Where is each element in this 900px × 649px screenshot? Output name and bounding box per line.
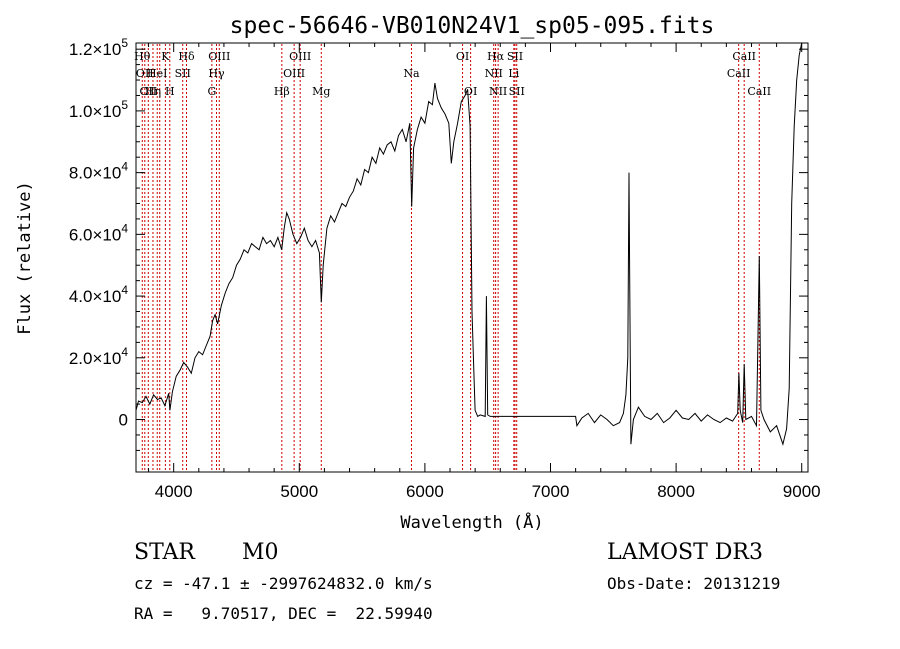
line-label: Mg <box>312 85 330 98</box>
chart-text: HθOIIOIIHηHeIKHSIIHδGHγOIIIHβOIIIOIIIMgN… <box>15 13 821 533</box>
spectrum-line <box>135 42 803 446</box>
line-label: OII <box>136 67 154 80</box>
line-label: Hη <box>145 85 161 98</box>
x-axis-label: Wavelength (Å) <box>400 511 543 533</box>
line-label: OII <box>139 85 157 98</box>
y-tick-label: 1.0×105 <box>69 98 128 121</box>
x-tick-label: 4000 <box>155 482 193 501</box>
ra-dec-text: RA = 9.70517, DEC = 22.59940 <box>134 604 433 623</box>
line-label: HeI <box>147 67 167 80</box>
spectrum-series <box>135 42 803 446</box>
chart-title: spec-56646-VB010N24V1_sp05-095.fits <box>230 13 715 39</box>
redshift-text: cz = -47.1 ± -2997624832.0 km/s <box>134 574 433 593</box>
object-class: STAR <box>134 540 195 565</box>
line-label: Hβ <box>274 85 290 98</box>
survey-name: LAMOST DR3 <box>607 540 763 565</box>
line-label: NII <box>489 85 507 98</box>
line-label: Hδ <box>178 50 195 63</box>
object-subclass: M0 <box>242 540 279 565</box>
line-label: SII <box>509 85 525 98</box>
y-tick-label: 0 <box>119 411 128 430</box>
line-label: OI <box>464 85 477 98</box>
x-tick-label: 5000 <box>280 482 318 501</box>
y-tick-label: 2.0×104 <box>69 345 128 368</box>
line-label: OIII <box>208 50 230 63</box>
line-label: SII <box>175 67 191 80</box>
y-tick-label: 1.2×105 <box>69 36 128 59</box>
line-label: Hγ <box>208 67 225 80</box>
line-label: Li <box>508 67 519 80</box>
x-tick-label: 9000 <box>783 482 821 501</box>
axes <box>135 42 809 473</box>
line-label: H <box>165 85 175 98</box>
y-tick-label: 4.0×104 <box>69 283 128 306</box>
line-label: Hθ <box>134 50 151 63</box>
line-label: NII <box>485 67 503 80</box>
x-tick-label: 6000 <box>406 482 444 501</box>
line-label: CaII <box>747 85 771 98</box>
y-tick-label: 8.0×104 <box>69 160 128 183</box>
line-label: Hα <box>487 50 505 63</box>
y-tick-label: 6.0×104 <box>69 221 128 244</box>
line-label: OIII <box>283 67 305 80</box>
y-axis-label: Flux (relative) <box>15 181 35 335</box>
line-label: G <box>207 85 216 98</box>
line-markers <box>141 44 760 472</box>
line-label: CaII <box>727 67 751 80</box>
line-label: K <box>161 50 170 63</box>
line-label: CaII <box>732 50 756 63</box>
x-tick-label: 8000 <box>657 482 695 501</box>
line-label: SII <box>507 50 523 63</box>
line-label: OIII <box>289 50 311 63</box>
x-tick-label: 7000 <box>532 482 570 501</box>
plot-frame <box>135 42 809 473</box>
line-label: OI <box>456 50 469 63</box>
line-label: Na <box>403 67 420 80</box>
obs-date-text: Obs-Date: 20131219 <box>607 574 781 593</box>
